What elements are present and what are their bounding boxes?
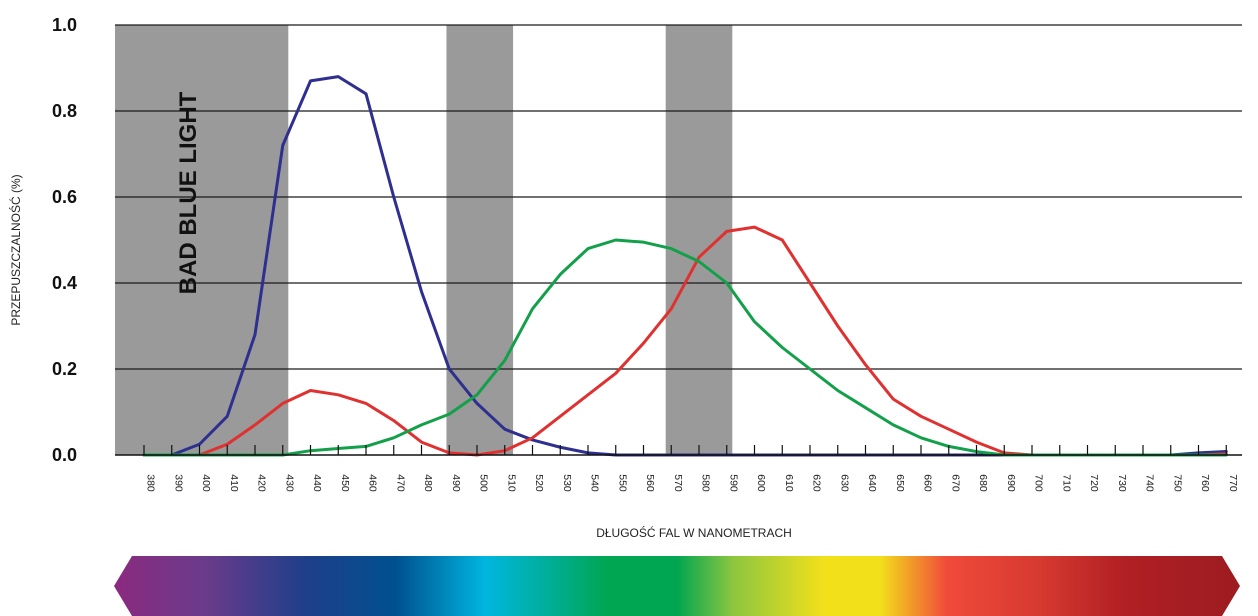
x-tick-label: 710 — [1060, 474, 1072, 492]
x-tick-label: 540 — [589, 474, 601, 492]
x-tick-labels: 380 390 400 410 420 430 440 450 460 470 480 490 500 5… — [145, 474, 1239, 492]
x-tick-label: 740 — [1144, 474, 1156, 492]
y-tick-label: 0.6 — [52, 187, 77, 207]
gridlines — [115, 24, 1242, 370]
color-spectrum-bar — [114, 556, 1240, 616]
x-tick-label: 460 — [367, 474, 379, 492]
axes — [115, 445, 1242, 456]
y-tick-label: 0.0 — [52, 445, 77, 465]
x-tick-label: 700 — [1033, 474, 1045, 492]
x-tick-label: 670 — [949, 474, 961, 492]
x-tick-label: 570 — [672, 474, 684, 492]
x-tick-label: 600 — [755, 474, 767, 492]
x-tick-label: 610 — [783, 474, 795, 492]
band-labels: BAD BLUE LIGHT — [175, 91, 202, 294]
x-tick-label: 760 — [1199, 474, 1211, 492]
x-tick-label: 520 — [533, 474, 545, 492]
x-tick-label: 550 — [616, 474, 628, 492]
x-tick-label: 650 — [894, 474, 906, 492]
x-tick-label: 630 — [838, 474, 850, 492]
x-tick-label: 400 — [200, 474, 212, 492]
y-tick-label: 0.4 — [52, 273, 77, 293]
x-tick-label: 380 — [145, 474, 157, 492]
x-tick-label: 580 — [700, 474, 712, 492]
x-tick-label: 420 — [256, 474, 268, 492]
x-tick-label: 560 — [644, 474, 656, 492]
highlight-band — [446, 25, 514, 455]
x-tick-label: 620 — [811, 474, 823, 492]
x-tick-label: 440 — [311, 474, 323, 492]
x-tick-label: 410 — [228, 474, 240, 492]
band-label: BAD BLUE LIGHT — [175, 91, 202, 294]
y-tick-label: 0.2 — [52, 359, 77, 379]
y-tick-label: 1.0 — [52, 15, 77, 35]
x-tick-label: 720 — [1088, 474, 1100, 492]
x-tick-label: 660 — [922, 474, 934, 492]
x-tick-label: 770 — [1227, 474, 1239, 492]
x-tick-label: 690 — [1005, 474, 1017, 492]
x-tick-label: 640 — [866, 474, 878, 492]
x-tick-label: 500 — [478, 474, 490, 492]
x-tick-label: 510 — [505, 474, 517, 492]
y-tick-label: 0.8 — [52, 101, 77, 121]
x-tick-label: 390 — [172, 474, 184, 492]
x-axis-title: DŁUGOŚĆ FAL W NANOMETRACH — [596, 525, 792, 540]
highlight-band — [115, 25, 289, 455]
x-tick-label: 730 — [1116, 474, 1128, 492]
x-tick-label: 480 — [422, 474, 434, 492]
x-tick-label: 470 — [394, 474, 406, 492]
y-axis-title: PRZEPUSZCZALNOŚĆ (%) — [8, 174, 23, 325]
highlight-bands — [115, 25, 733, 455]
highlight-band — [665, 25, 733, 455]
x-tick-label: 750 — [1171, 474, 1183, 492]
x-tick-label: 530 — [561, 474, 573, 492]
x-tick-label: 450 — [339, 474, 351, 492]
x-tick-label: 680 — [977, 474, 989, 492]
y-tick-labels: 0.0 0.2 0.4 0.6 0.8 1.0 — [52, 15, 77, 465]
x-tick-label: 590 — [727, 474, 739, 492]
x-tick-label: 430 — [283, 474, 295, 492]
x-tick-label: 490 — [450, 474, 462, 492]
